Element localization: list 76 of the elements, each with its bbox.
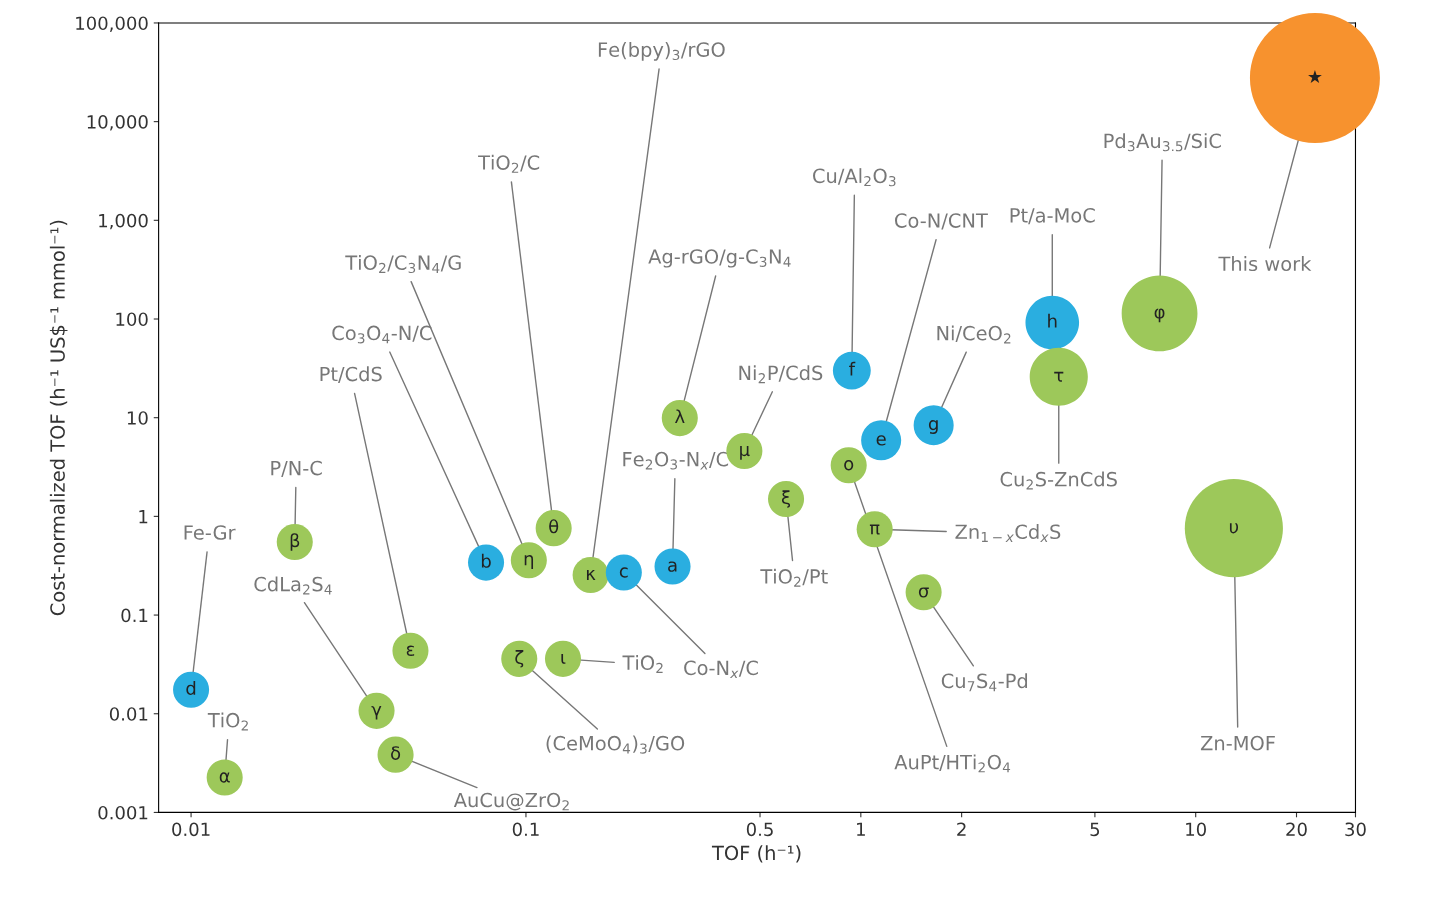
annotation: φ (1154, 308, 1165, 323)
y-tick-label: 0.1 (121, 608, 148, 623)
annotation: d (186, 681, 196, 695)
annotation: Pt/a-MoC (1010, 207, 1095, 225)
annotation: η (524, 555, 534, 569)
annotation: TiO$_{2}$/C (478, 154, 540, 173)
y-tick-label: 100 (116, 312, 148, 327)
x-axis-title: TOF (h⁻¹) (711, 845, 801, 863)
annotation: Fe$_{2}$O$_{3}$-N$_{x}$/C (623, 451, 729, 470)
annotation: θ (549, 519, 559, 534)
annotation: e (876, 435, 886, 446)
annotation: Co-N$_{x}$/C (684, 660, 758, 679)
x-tick-label: 2 (957, 822, 966, 836)
annotation: Cu/Al$_{2}$O$_{3}$ (813, 168, 896, 187)
annotation: Cu$_{2}$S-ZnCdS (1000, 471, 1117, 490)
annotation: σ (918, 587, 929, 598)
y-tick-label: 10,000 (87, 115, 148, 131)
annotation: ★ (1308, 69, 1322, 84)
annotation: Ni$_{2}$P/CdS (739, 365, 823, 384)
annotation: α (219, 772, 230, 783)
annotation: μ (740, 446, 750, 460)
annotation: ι (561, 653, 566, 664)
annotation: β (290, 533, 300, 551)
y-tick-label: 1 (139, 510, 148, 524)
annotation: TiO$_{2}$/Pt (760, 568, 828, 587)
annotation: TiO$_{2}$ (207, 712, 248, 731)
annotation: Co$_{3}$O$_{4}$-N/C (332, 325, 432, 344)
annotation: c (619, 567, 628, 578)
annotation: P/N-C (271, 460, 322, 477)
annotation: b (481, 553, 491, 568)
annotation: a (668, 561, 677, 572)
annotation: ζ (515, 650, 524, 668)
x-tick-label: 0.1 (512, 822, 539, 837)
x-tick-label: 1 (857, 822, 865, 836)
annotation: Pt/CdS (320, 366, 382, 383)
annotation: Cu$_{7}$S$_{4}$-Pd (941, 673, 1028, 692)
annotation: Ni/CeO$_{2}$ (937, 325, 1011, 344)
annotation: h (1048, 313, 1057, 328)
annotation: This work (1218, 256, 1312, 272)
x-tick-label: 5 (1090, 822, 1100, 837)
y-tick-label: 0.001 (98, 805, 148, 820)
annotation: TiO$_{2}$/C$_{3}$N$_{4}$/G (345, 254, 461, 274)
annotation: τ (1054, 371, 1064, 382)
annotation: Ag-rGO/g-C$_{3}$N$_{4}$ (648, 249, 791, 268)
annotation: δ (391, 746, 401, 760)
annotation: CdLa$_{2}$S$_{4}$ (254, 576, 332, 595)
annotation: ο (844, 460, 854, 471)
y-tick-label: 10 (127, 411, 148, 425)
annotation: f (849, 361, 856, 376)
annotation: g (928, 420, 938, 434)
x-tick-label: 0.5 (746, 822, 773, 837)
annotation: ε (406, 645, 415, 656)
x-tick-label: 20 (1286, 822, 1307, 837)
annotation: TiO$_{2}$ (622, 654, 663, 673)
annotation: AuCu@ZrO$_{2}$ (453, 792, 569, 811)
annotation: AuPt/HTi$_{2}$O$_{4}$ (894, 754, 1011, 773)
x-tick-label: 10 (1186, 822, 1206, 837)
annotation: Fe-Gr (184, 525, 236, 540)
annotation: κ (586, 570, 596, 580)
annotation: Pd$_{3}$Au$_{3.5}$/SiC (1104, 133, 1221, 152)
x-tick-label: 30 (1345, 822, 1366, 837)
annotation: Zn$_{1−x}$Cd$_{x}$S (955, 524, 1061, 542)
annotation: λ (674, 409, 685, 424)
x-tick-label: 0.01 (172, 822, 210, 837)
annotation: π (869, 524, 880, 535)
y-tick-label: 1,000 (99, 213, 148, 230)
y-tick-label: 0.01 (109, 707, 148, 721)
annotation: Fe(bpy)$_{3}$/rGO (598, 41, 725, 61)
annotation: υ (1229, 523, 1239, 534)
annotation: (CeMoO$_{4}$)$_{3}$/GO (546, 735, 685, 754)
y-axis-title: Cost-normalized TOF (h⁻¹ US$⁻¹ mmol⁻¹) (49, 220, 68, 616)
annotation: γ (371, 705, 382, 720)
y-tick-label: 100,000 (76, 16, 148, 32)
annotation: ξ (781, 490, 791, 508)
annotation: Co-N/CNT (894, 213, 988, 230)
annotation: Zn-MOF (1200, 735, 1275, 751)
